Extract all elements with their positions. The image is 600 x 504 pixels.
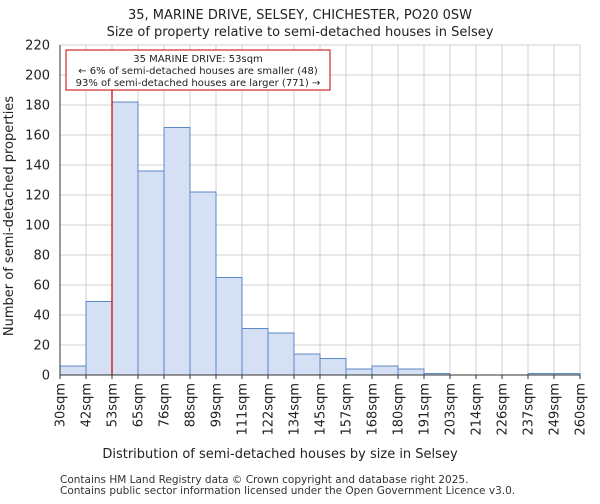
x-tick-label: 203sqm xyxy=(444,383,459,436)
x-tick-label: 214sqm xyxy=(470,383,485,436)
histogram-bar xyxy=(319,358,347,376)
histogram-bar xyxy=(397,368,425,376)
axes-layer xyxy=(59,45,581,379)
x-tick-label: 30sqm xyxy=(54,383,69,427)
histogram-bar xyxy=(293,353,321,376)
histogram-bar xyxy=(85,301,113,376)
y-tick-label: 40 xyxy=(33,309,50,324)
annotation-line-2: ← 6% of semi-detached houses are smaller… xyxy=(78,66,318,77)
annotation-box: 35 MARINE DRIVE: 53sqm ← 6% of semi-deta… xyxy=(65,49,331,91)
histogram-bar xyxy=(371,365,399,376)
x-tick-label: 42sqm xyxy=(80,383,95,427)
y-tick-label: 80 xyxy=(33,249,50,264)
annotation-line-3: 93% of semi-detached houses are larger (… xyxy=(76,78,321,89)
y-tick-label: 180 xyxy=(25,99,50,114)
bars-layer xyxy=(59,101,581,376)
x-tick-label: 226sqm xyxy=(496,383,511,436)
y-axis-label: Number of semi-detached properties xyxy=(2,96,17,336)
y-tick-label: 60 xyxy=(33,279,50,294)
annotation-border xyxy=(65,49,331,91)
x-tick-label: 168sqm xyxy=(366,383,381,436)
annotation-line-1: 35 MARINE DRIVE: 53sqm xyxy=(133,54,263,65)
y-tick-label: 100 xyxy=(25,219,50,234)
x-tick-label: 122sqm xyxy=(262,383,277,436)
y-tick-label: 140 xyxy=(25,159,50,174)
x-tick-label: 237sqm xyxy=(522,383,537,436)
histogram-bar xyxy=(111,101,139,376)
x-tick-label: 53sqm xyxy=(106,383,121,427)
x-tick-label: 111sqm xyxy=(236,383,251,436)
x-tick-label: 145sqm xyxy=(314,383,329,436)
x-axis-label: Distribution of semi-detached houses by … xyxy=(102,447,458,462)
histogram-bar xyxy=(163,127,191,376)
chart-subtitle: Size of property relative to semi-detach… xyxy=(107,25,494,40)
footer-line-2: Contains public sector information licen… xyxy=(60,485,515,497)
histogram-bar xyxy=(241,328,269,376)
histogram-bar xyxy=(59,365,87,376)
y-tick-label: 200 xyxy=(25,69,50,84)
x-tick-label: 76sqm xyxy=(158,383,173,427)
y-tick-label: 160 xyxy=(25,129,50,144)
histogram-bar xyxy=(345,368,373,376)
x-tick-label: 157sqm xyxy=(340,383,355,436)
y-tick-labels: 0 20 40 60 80 100 120 140 160 180 200 220 xyxy=(25,39,50,384)
y-tick-label: 0 xyxy=(42,369,50,384)
y-tick-label: 120 xyxy=(25,189,50,204)
x-tick-label: 180sqm xyxy=(392,383,407,436)
chart-title: 35, MARINE DRIVE, SELSEY, CHICHESTER, PO… xyxy=(128,8,472,23)
x-tick-label: 134sqm xyxy=(288,383,303,436)
x-tick-label: 88sqm xyxy=(184,383,199,427)
footer-line-1: Contains HM Land Registry data © Crown c… xyxy=(60,474,468,486)
histogram-bar xyxy=(215,277,243,376)
x-tick-label: 191sqm xyxy=(418,383,433,436)
histogram-bar xyxy=(267,332,295,376)
x-tick-label: 260sqm xyxy=(574,383,589,436)
x-tick-label: 65sqm xyxy=(132,383,147,427)
x-tick-label: 99sqm xyxy=(210,383,225,427)
histogram-bar xyxy=(189,191,217,376)
x-tick-labels: 30sqm 42sqm 53sqm 65sqm 76sqm 88sqm 99sqm 111sq… xyxy=(54,383,589,436)
y-tick-label: 20 xyxy=(33,339,50,354)
x-tick-label: 249sqm xyxy=(548,383,563,436)
histogram-bar xyxy=(137,170,165,376)
y-tick-label: 220 xyxy=(25,39,50,54)
